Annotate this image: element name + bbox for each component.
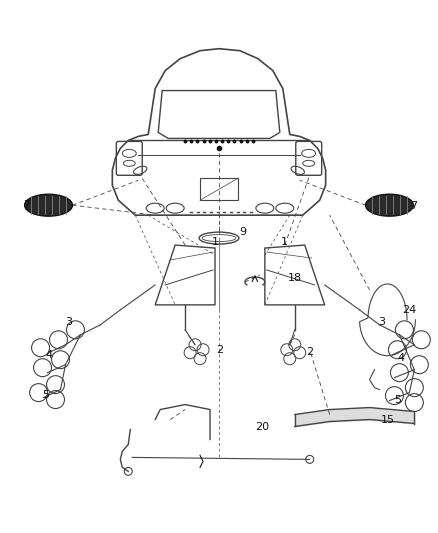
Text: 1: 1	[281, 237, 288, 247]
Text: 3: 3	[65, 317, 72, 327]
Text: 20: 20	[255, 423, 269, 432]
Text: 5: 5	[394, 394, 401, 405]
Text: 7: 7	[23, 200, 30, 210]
Text: 1: 1	[212, 237, 219, 247]
Text: 2: 2	[306, 347, 313, 357]
Text: 3: 3	[378, 317, 385, 327]
Text: 4: 4	[398, 353, 405, 363]
Text: 2: 2	[216, 345, 223, 355]
Text: 24: 24	[402, 305, 417, 315]
Text: 5: 5	[42, 390, 49, 400]
Ellipse shape	[25, 194, 72, 216]
Text: 18: 18	[288, 273, 302, 283]
Ellipse shape	[366, 194, 413, 216]
Text: 7: 7	[410, 201, 417, 211]
Text: 4: 4	[45, 350, 52, 360]
Text: 9: 9	[239, 227, 247, 237]
Text: 15: 15	[381, 415, 395, 424]
